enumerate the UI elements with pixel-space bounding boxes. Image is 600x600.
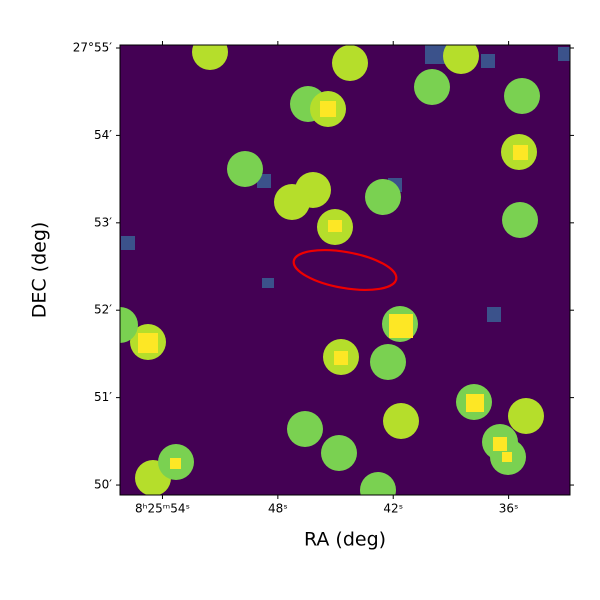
plot-frame [119,44,571,496]
y-tick-label: 54′ [94,128,112,142]
x-axis-label: RA (deg) [304,529,386,551]
y-tick-label: 51′ [94,390,112,404]
y-axis-label: DEC (deg) [29,222,51,319]
y-tick-label: 53′ [94,215,112,229]
x-tick-label: 48ˢ [268,502,288,516]
y-tick-label: 50′ [94,478,112,492]
y-tick-label: 27°55′ [73,40,113,54]
y-tick-label: 52′ [94,303,112,317]
x-tick-label: 8ʰ25ᵐ54ˢ [135,502,190,516]
image [120,45,570,495]
x-tick-label: 36ˢ [499,502,519,516]
x-tick-label: 42ˢ [383,502,403,516]
